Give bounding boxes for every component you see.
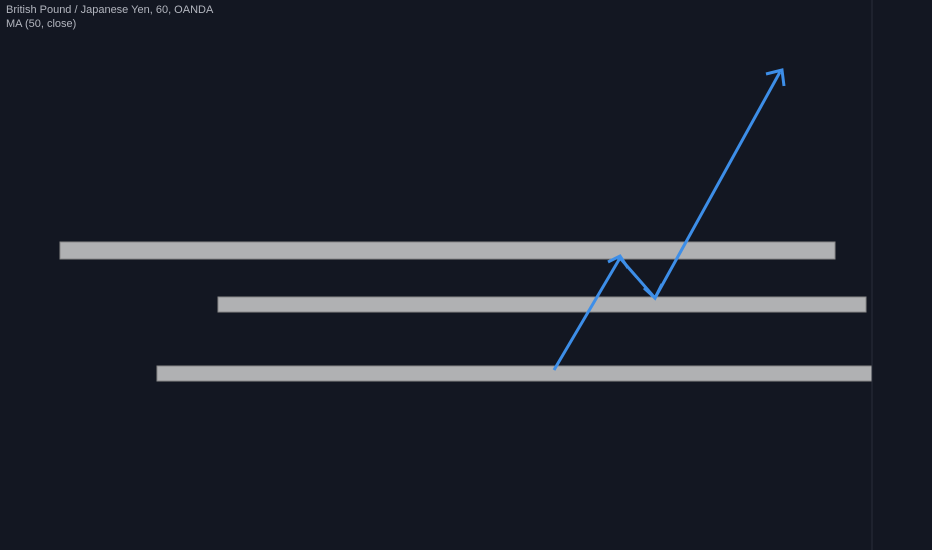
arrow-head	[642, 283, 664, 301]
resistance-zone	[217, 296, 867, 313]
overlay	[59, 68, 873, 382]
arrow-head	[607, 254, 630, 269]
indicator-label: MA (50, close)	[6, 18, 76, 30]
price-axis	[872, 0, 932, 550]
support-zone	[156, 365, 873, 382]
arrow-head	[765, 68, 786, 87]
projection-arrow	[552, 71, 782, 371]
chart-title: British Pound / Japanese Yen, 60, OANDA	[6, 4, 214, 16]
resistance-zone	[59, 241, 836, 260]
